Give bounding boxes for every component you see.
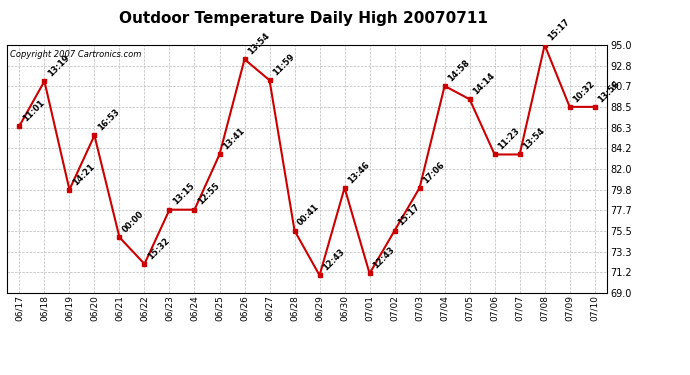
Text: 15:17: 15:17 [546, 17, 571, 42]
Text: 12:43: 12:43 [371, 245, 396, 271]
Text: 14:58: 14:58 [446, 58, 471, 83]
Text: 15:17: 15:17 [396, 202, 422, 228]
Text: 14:21: 14:21 [71, 162, 96, 187]
Text: 00:00: 00:00 [121, 210, 146, 234]
Text: 13:54: 13:54 [246, 31, 271, 57]
Text: 11:23: 11:23 [496, 126, 522, 152]
Text: 13:15: 13:15 [171, 182, 196, 207]
Text: 13:56: 13:56 [596, 79, 622, 104]
Text: 12:55: 12:55 [196, 182, 221, 207]
Text: 11:01: 11:01 [21, 98, 46, 123]
Text: 10:32: 10:32 [571, 79, 596, 104]
Text: 13:19: 13:19 [46, 53, 71, 78]
Text: 15:32: 15:32 [146, 236, 171, 261]
Text: Copyright 2007 Cartronics.com: Copyright 2007 Cartronics.com [10, 50, 141, 59]
Text: 17:06: 17:06 [421, 160, 446, 185]
Text: Outdoor Temperature Daily High 20070711: Outdoor Temperature Daily High 20070711 [119, 11, 488, 26]
Text: 13:46: 13:46 [346, 160, 371, 185]
Text: 11:59: 11:59 [271, 52, 296, 78]
Text: 13:54: 13:54 [521, 126, 546, 152]
Text: 12:43: 12:43 [321, 247, 346, 273]
Text: 16:53: 16:53 [96, 107, 121, 133]
Text: 00:41: 00:41 [296, 202, 321, 228]
Text: 14:14: 14:14 [471, 71, 496, 96]
Text: 13:41: 13:41 [221, 126, 246, 152]
